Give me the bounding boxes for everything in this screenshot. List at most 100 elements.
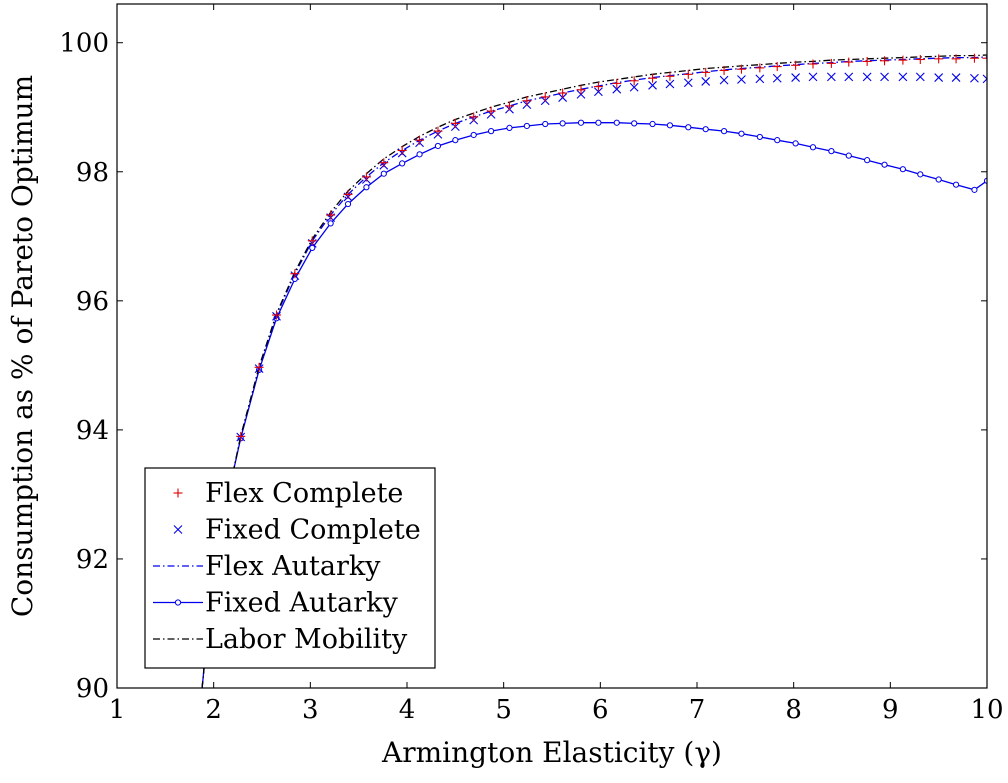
data-point-fixed-complete xyxy=(970,73,979,83)
data-point-flex-complete xyxy=(254,362,264,372)
data-point-flex-complete xyxy=(593,82,603,92)
data-point-fixed-complete xyxy=(612,84,622,94)
data-point-flex-complete xyxy=(558,88,568,98)
data-point-fixed-autarky xyxy=(416,151,423,158)
data-point-fixed-complete-b xyxy=(915,72,925,82)
data-point-flex-complete xyxy=(880,56,890,66)
data-point-flex-complete xyxy=(326,210,336,220)
data-point-flex-complete xyxy=(486,106,496,116)
data-point-fixed-complete-b xyxy=(808,72,818,82)
data-point-fixed-autarky xyxy=(577,119,585,126)
data-point-fixed-complete xyxy=(629,82,639,92)
data-point-fixed-autarky xyxy=(452,137,459,144)
data-point-flex-complete xyxy=(898,55,908,65)
y-tick-label: 92 xyxy=(76,545,109,575)
data-point-flex-complete xyxy=(290,269,300,279)
data-point-fixed-autarky xyxy=(666,122,674,129)
data-point-fixed-complete xyxy=(665,79,675,89)
data-point-fixed-complete-a xyxy=(982,74,987,80)
data-point-fixed-complete-b xyxy=(934,73,944,82)
legend: Flex Complete Fixed Complete Flex Autarky F… xyxy=(144,467,436,669)
x-tick-label: 2 xyxy=(205,695,222,725)
data-point-fixed-autarky xyxy=(344,200,352,208)
x-tick-label: 1 xyxy=(109,695,126,725)
data-point-fixed-complete xyxy=(558,93,568,102)
data-point-fixed-autarky xyxy=(523,122,530,130)
x-tick-label: 6 xyxy=(592,695,609,725)
plot-area-frame xyxy=(116,3,988,689)
data-point-flex-complete xyxy=(612,78,622,88)
data-point-fixed-complete-b xyxy=(755,74,765,84)
data-point-fixed-complete xyxy=(982,74,987,84)
data-point-flex-complete xyxy=(648,73,658,83)
data-point-flex-complete xyxy=(272,310,281,320)
data-point-flex-complete xyxy=(433,126,443,136)
legend-item-flex-autarky: Flex Autarky xyxy=(153,551,381,582)
data-point-fixed-autarky xyxy=(559,120,566,127)
data-point-fixed-complete xyxy=(772,73,782,83)
data-point-fixed-complete-b xyxy=(612,84,622,94)
legend-label: Flex Complete xyxy=(205,478,403,509)
data-point-fixed-complete-b xyxy=(576,89,586,99)
data-point-fixed-complete xyxy=(844,72,854,82)
legend-label: Fixed Complete xyxy=(205,515,421,546)
y-tick-label: 96 xyxy=(76,287,109,317)
legend-swatch-marker xyxy=(174,599,182,606)
data-point-fixed-complete-b xyxy=(737,75,746,84)
y-tick-label: 94 xyxy=(76,416,109,446)
data-point-fixed-complete xyxy=(683,78,693,88)
data-point-fixed-complete xyxy=(719,75,729,85)
x-axis-label: Armington Elasticity (γ) xyxy=(381,736,722,769)
data-point-fixed-complete xyxy=(934,73,944,82)
data-point-flex-complete xyxy=(915,54,925,64)
data-point-fixed-complete-b xyxy=(826,72,836,82)
data-point-flex-complete xyxy=(522,96,532,106)
data-point-flex-complete xyxy=(469,112,479,122)
data-point-fixed-complete-b xyxy=(791,73,800,82)
data-point-flex-complete xyxy=(969,53,979,63)
data-point-fixed-complete xyxy=(880,72,889,82)
data-point-fixed-complete-b xyxy=(982,78,987,84)
data-point-fixed-complete-b xyxy=(683,78,693,88)
legend-item-fixed-complete: Fixed Complete xyxy=(173,515,421,546)
x-tick-label: 7 xyxy=(689,695,706,725)
data-point-flex-complete xyxy=(504,101,514,111)
legend-swatch-marker xyxy=(173,488,183,498)
data-point-fixed-autarky xyxy=(828,148,835,155)
data-point-fixed-autarky xyxy=(738,130,745,137)
data-point-flex-complete xyxy=(379,158,389,168)
data-point-flex-complete xyxy=(808,59,818,69)
data-point-fixed-autarky xyxy=(649,120,656,128)
axis-ticks: 1 2 3 4 5 6 7 8 9 10 90 92 94 96 98 100 xyxy=(59,4,1004,725)
data-point-fixed-autarky xyxy=(935,176,942,183)
data-point-fixed-autarky xyxy=(702,126,709,133)
data-point-fixed-autarky xyxy=(595,119,602,126)
data-point-fixed-autarky xyxy=(631,120,638,127)
data-point-fixed-autarky xyxy=(363,184,370,191)
data-point-fixed-autarky xyxy=(864,157,871,164)
data-point-flex-complete xyxy=(576,85,586,95)
x-tick-label: 4 xyxy=(399,695,416,725)
series-flex-complete xyxy=(236,53,987,441)
data-point-flex-complete xyxy=(934,54,944,64)
data-point-fixed-complete-b xyxy=(558,93,568,102)
data-point-fixed-complete-b xyxy=(648,80,657,90)
data-point-fixed-complete-b xyxy=(880,72,889,82)
data-point-fixed-autarky xyxy=(380,170,387,177)
data-point-fixed-complete xyxy=(898,72,908,82)
data-point-fixed-autarky xyxy=(488,128,495,135)
data-point-fixed-autarky xyxy=(881,161,888,168)
data-point-flex-complete xyxy=(772,62,782,72)
data-point-flex-complete xyxy=(951,54,961,64)
data-point-fixed-autarky xyxy=(327,220,334,227)
data-point-flex-complete xyxy=(307,236,317,246)
data-point-fixed-complete-b xyxy=(594,87,603,97)
x-tick-label: 3 xyxy=(302,695,319,725)
legend-item-labor-mobility: Labor Mobility xyxy=(153,624,408,655)
legend-label: Labor Mobility xyxy=(205,624,408,655)
data-point-flex-complete xyxy=(683,69,693,79)
legend-item-flex-complete: Flex Complete xyxy=(173,478,403,509)
data-point-fixed-complete-b xyxy=(862,72,872,82)
